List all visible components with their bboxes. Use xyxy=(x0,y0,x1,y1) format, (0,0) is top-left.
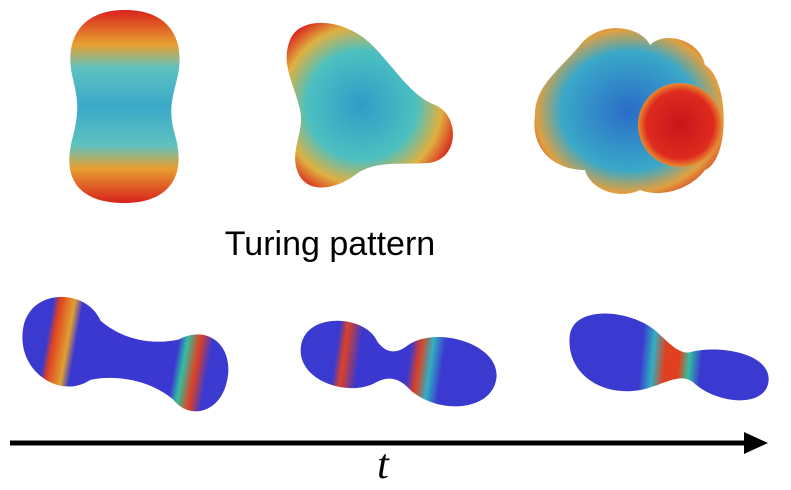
shape-dumbbell-3 xyxy=(569,313,769,401)
shape-spot xyxy=(638,83,722,167)
shape-triad xyxy=(286,22,453,188)
shape-dumbbell-1 xyxy=(22,296,229,412)
caption: Turing pattern xyxy=(225,225,435,263)
shape-dumbbell-2 xyxy=(300,320,497,407)
shape-peanut xyxy=(69,10,180,203)
arrow-head xyxy=(744,432,768,454)
axis-label: t xyxy=(377,442,390,488)
